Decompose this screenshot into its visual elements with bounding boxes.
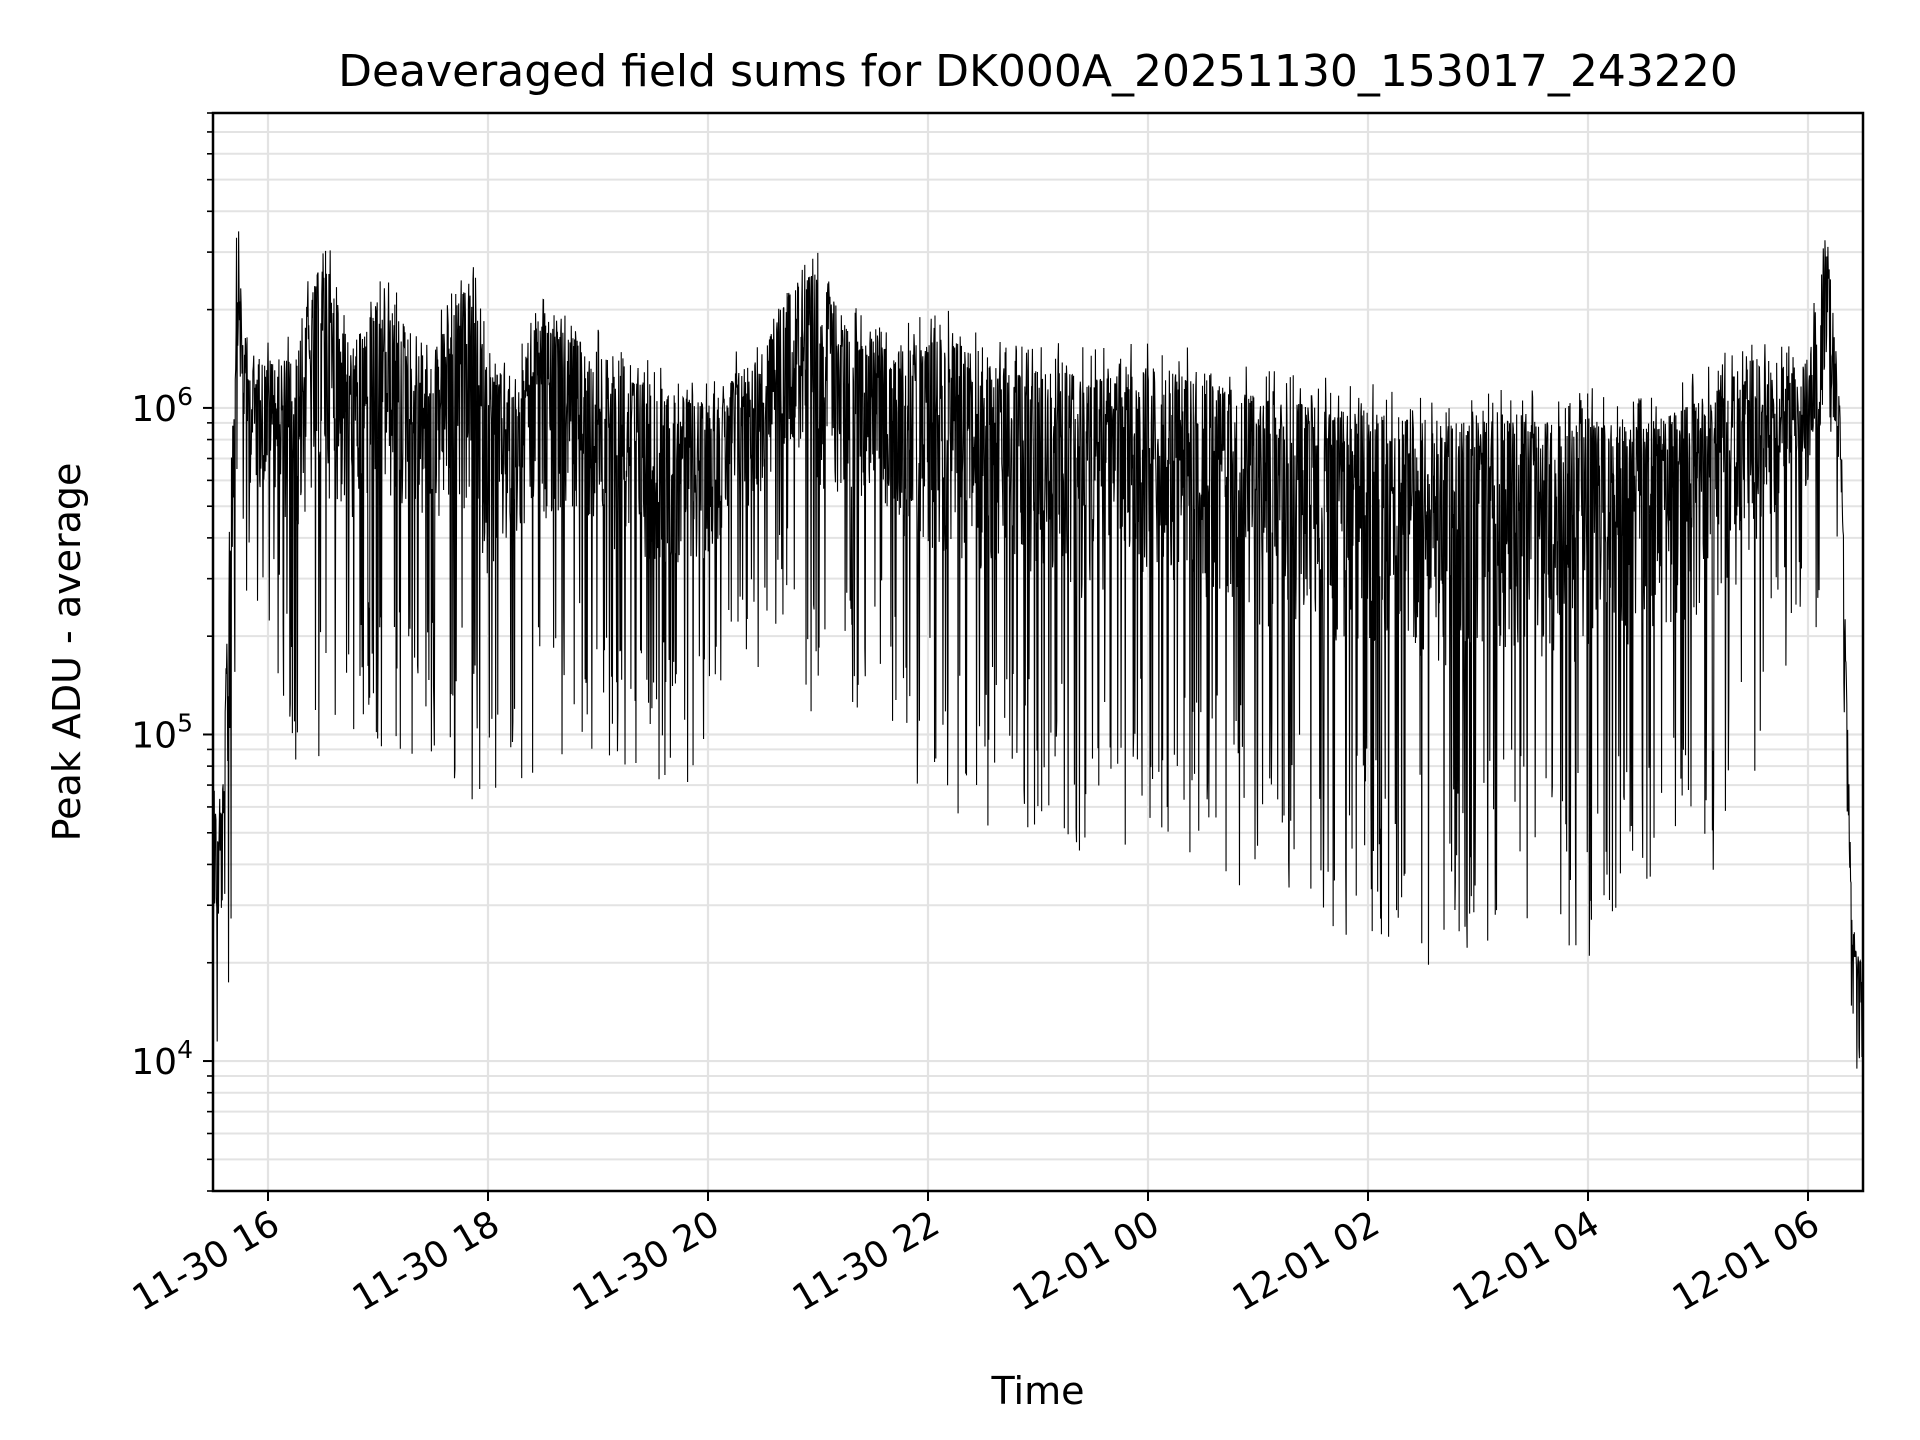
chart-title: Deaveraged field sums for DK000A_2025113… <box>338 46 1738 97</box>
y-tick-label: 106 <box>131 382 193 430</box>
y-tick-label: 105 <box>131 708 193 756</box>
y-axis-label: Peak ADU - average <box>45 463 89 842</box>
plot-frame <box>211 111 1865 1193</box>
data-series-line <box>212 231 1864 1069</box>
series <box>212 231 1864 1069</box>
y-tick-label: 104 <box>131 1035 193 1083</box>
x-axis-label: Time <box>991 1369 1085 1413</box>
